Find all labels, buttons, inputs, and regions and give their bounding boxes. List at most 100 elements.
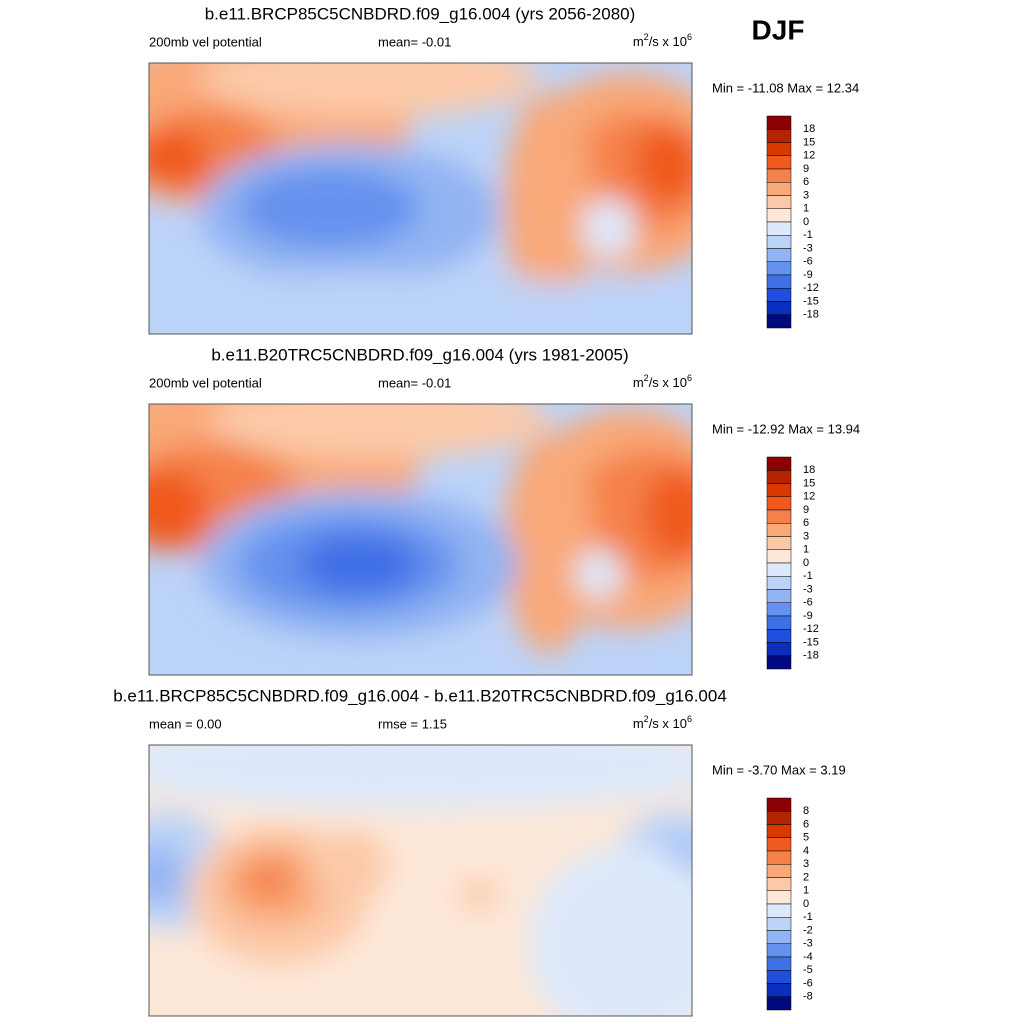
map	[148, 744, 693, 1017]
colorbar-label: 6	[803, 818, 809, 830]
colorbar-label: 15	[803, 477, 815, 489]
left-label: 200mb vel potential	[149, 34, 262, 49]
colorbar-label: 8	[803, 805, 809, 817]
colorbar-box	[766, 602, 792, 617]
colorbar-label: -6	[803, 256, 813, 268]
contour-region	[309, 830, 389, 900]
colorbar-label: 12	[803, 150, 815, 162]
colorbar-label: -5	[803, 964, 813, 976]
colorbar-label: 0	[803, 557, 809, 569]
season-label: DJF	[752, 14, 805, 45]
colorbar-box	[766, 523, 792, 537]
colorbar-box	[766, 301, 792, 315]
map-frame	[148, 403, 693, 676]
colorbar-label: -9	[803, 269, 813, 281]
panel: b.e11.BRCP85C5CNBDRD.f09_g16.004 - b.e11…	[113, 686, 846, 1017]
colorbar-box	[766, 182, 792, 196]
colorbar-box	[766, 195, 792, 209]
panel-title: b.e11.BRCP85C5CNBDRD.f09_g16.004 (yrs 20…	[205, 4, 636, 23]
colorbar-label: 6	[803, 176, 809, 188]
contour-region	[149, 273, 669, 334]
min-max: Min = -3.70 Max = 3.19	[712, 762, 846, 777]
units-part: m	[633, 34, 644, 49]
colorbar-box	[766, 549, 792, 564]
colorbar-box	[766, 877, 792, 891]
panel: b.e11.BRCP85C5CNBDRD.f09_g16.004 (yrs 20…	[148, 4, 859, 335]
colorbar-box	[766, 589, 792, 603]
colorbar-label: 3	[803, 858, 809, 870]
left-label: mean = 0.00	[149, 716, 222, 731]
center-label: mean= -0.01	[378, 34, 451, 49]
colorbar-box	[766, 890, 792, 905]
contour-region	[149, 128, 209, 188]
colorbar-label: -3	[803, 938, 813, 950]
colorbar-box	[766, 248, 792, 262]
contours	[149, 745, 692, 1016]
colorbar-label: -3	[803, 242, 813, 254]
colorbar-label: 6	[803, 517, 809, 529]
colorbar-label: -12	[803, 623, 819, 635]
colorbar-box	[766, 155, 792, 170]
contour-region	[299, 534, 419, 594]
contour-region	[459, 880, 499, 910]
contour-region	[504, 434, 594, 654]
colorbar-box	[766, 536, 792, 550]
contour-region	[149, 469, 209, 549]
units-part: /s x 10	[649, 34, 687, 49]
panel: b.e11.B20TRC5CNBDRD.f09_g16.004 (yrs 198…	[148, 345, 860, 676]
colorbar-box	[766, 168, 792, 183]
colorbar-box	[766, 811, 792, 825]
units-part: 6	[687, 373, 692, 383]
left-label: 200mb vel potential	[149, 375, 262, 390]
contours	[149, 404, 692, 654]
colorbar-label: 18	[803, 464, 815, 476]
colorbar-box	[766, 221, 792, 236]
colorbar-box	[766, 208, 792, 223]
colorbar-box	[766, 824, 792, 838]
center-label: rmse = 1.15	[378, 716, 447, 731]
colorbar-box	[766, 850, 792, 865]
colorbar-label: -8	[803, 991, 813, 1003]
center-label: mean= -0.01	[378, 375, 451, 390]
colorbar-label: 1	[803, 544, 809, 556]
map	[148, 62, 693, 335]
units-part: 6	[687, 714, 692, 724]
colorbar-label: 3	[803, 530, 809, 542]
colorbar-label: 1	[803, 885, 809, 897]
colorbar-box	[766, 274, 792, 289]
colorbar-label: 5	[803, 832, 809, 844]
min-max: Min = -12.92 Max = 13.94	[712, 421, 860, 436]
contour-region	[504, 93, 594, 313]
colorbar-box	[766, 943, 792, 958]
contour-region	[574, 549, 624, 599]
colorbar-box	[766, 261, 792, 276]
colorbar-label: -2	[803, 924, 813, 936]
units-label: m2/s x 106	[633, 714, 692, 731]
colorbar-label: -18	[803, 650, 819, 662]
colorbar-box	[766, 288, 792, 302]
units-part: 6	[687, 32, 692, 42]
colorbar-label: 15	[803, 136, 815, 148]
colorbar-label: -1	[803, 911, 813, 923]
map-field	[149, 63, 692, 334]
colorbar-box	[766, 576, 792, 590]
min-max: Min = -11.08 Max = 12.34	[712, 80, 859, 95]
colorbar-label: 2	[803, 871, 809, 883]
colorbar-label: -6	[803, 977, 813, 989]
contour-region	[149, 745, 692, 810]
units-part: 2	[644, 373, 649, 383]
colorbar-box	[766, 797, 792, 812]
colorbar-label: -9	[803, 610, 813, 622]
contour-region	[149, 845, 184, 905]
units-part: /s x 10	[649, 716, 687, 731]
units-part: /s x 10	[649, 375, 687, 390]
contour-region	[644, 469, 692, 559]
colorbar-label: -4	[803, 951, 813, 963]
colorbar-box	[766, 930, 792, 944]
colorbar-label: -1	[803, 570, 813, 582]
contours	[149, 63, 692, 334]
colorbar-box	[766, 456, 792, 471]
units-part: 2	[644, 714, 649, 724]
map-frame	[148, 62, 693, 335]
